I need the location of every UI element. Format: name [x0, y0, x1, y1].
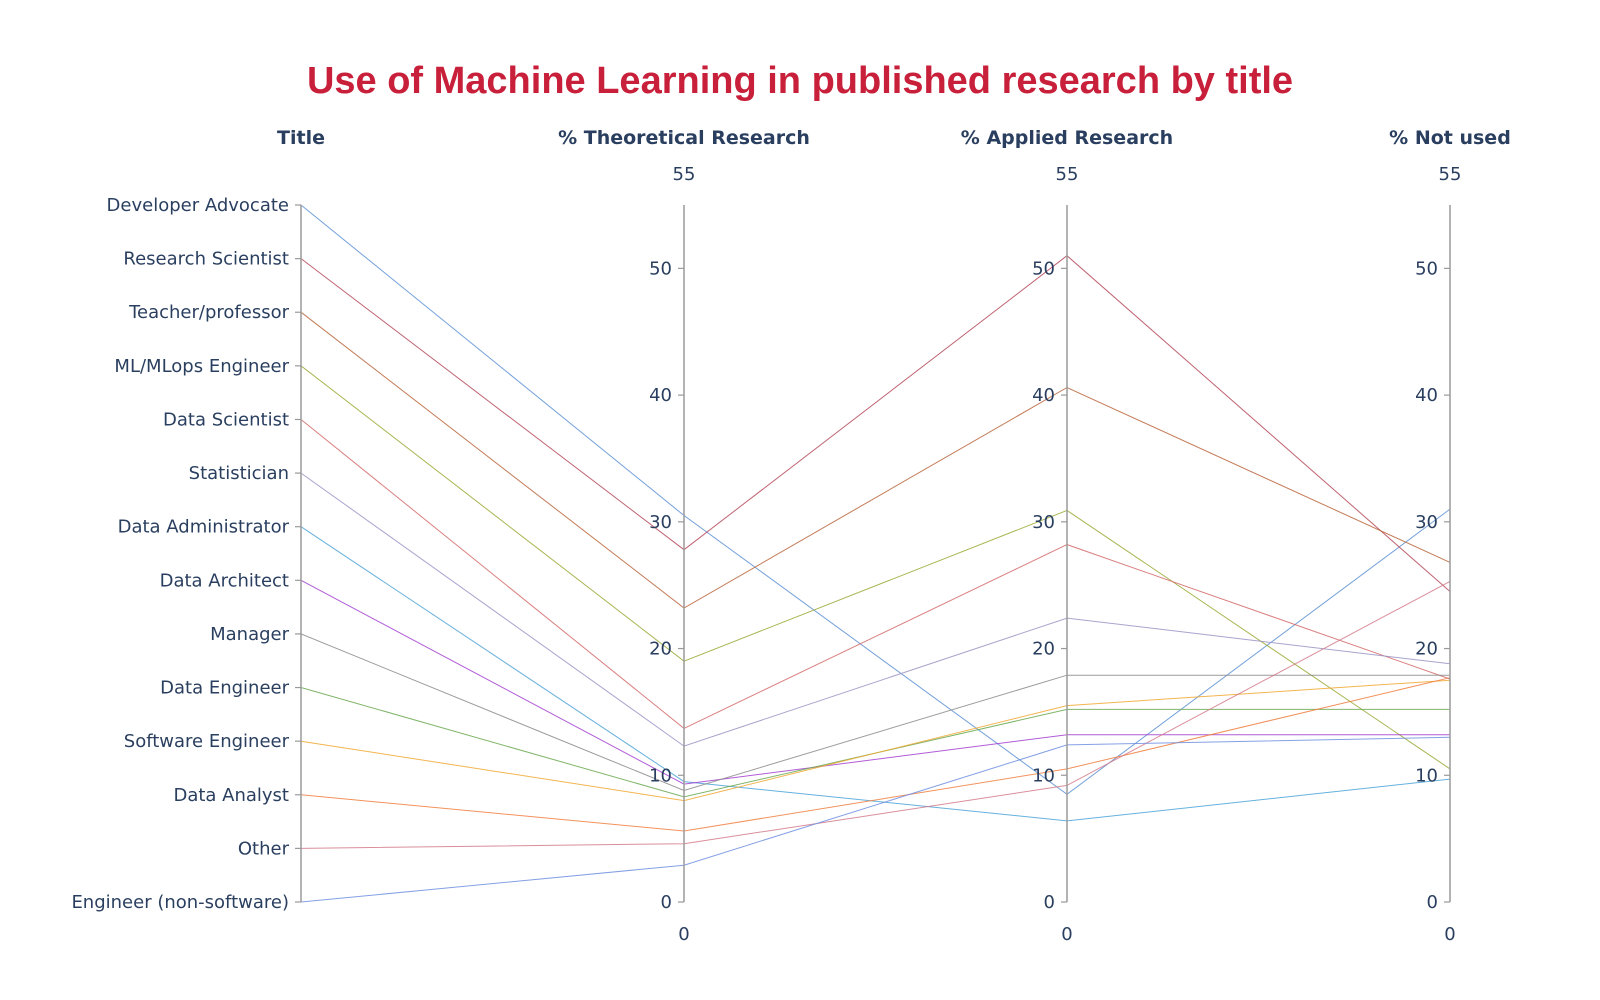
range-max-label: 55 — [673, 164, 696, 185]
category-label: Software Engineer — [124, 731, 290, 752]
axes: Title Developer Advocate Research Scientis… — [71, 127, 1510, 945]
series-line-statistician — [300, 472, 1451, 747]
series-line-manager — [300, 633, 1450, 792]
category-label: Data Scientist — [163, 409, 289, 430]
tick-label: 10 — [649, 765, 672, 786]
range-min-label: 0 — [1061, 924, 1072, 945]
category-label: Data Analyst — [173, 785, 289, 806]
category-label: Engineer (non-software) — [71, 892, 289, 913]
axis-title: % Theoretical Research — [558, 127, 810, 149]
series-line-developer-advocate — [300, 204, 1451, 795]
tick-label: 30 — [1032, 512, 1055, 533]
category-label: Teacher/professor — [128, 302, 290, 323]
axis-applied: % Applied Research 0 10 20 30 40 50 55 0 — [961, 127, 1173, 945]
tick-label: 20 — [649, 639, 672, 660]
range-min-label: 0 — [678, 924, 689, 945]
series-line-data-architect — [300, 579, 1450, 785]
tick-label: 30 — [649, 512, 672, 533]
range-min-label: 0 — [1444, 924, 1455, 945]
tick-label: 20 — [1415, 639, 1438, 660]
range-max-label: 55 — [1056, 164, 1079, 185]
tick-label: 10 — [1032, 765, 1055, 786]
category-label: Other — [238, 838, 290, 859]
axis-not_used: % Not used 0 10 20 30 40 50 55 0 — [1389, 127, 1511, 945]
category-label: Data Architect — [160, 570, 289, 591]
range-max-label: 55 — [1439, 164, 1462, 185]
tick-label: 50 — [1415, 258, 1438, 279]
series-line-engineer-non-software — [300, 736, 1451, 903]
axis-title: Title Developer Advocate Research Scientis… — [71, 127, 325, 913]
tick-label: 20 — [1032, 639, 1055, 660]
tick-label: 50 — [1032, 258, 1055, 279]
category-label: Data Engineer — [160, 678, 289, 699]
series-line-ml-mlops-engineer — [300, 365, 1451, 770]
category-label: Research Scientist — [123, 249, 289, 270]
tick-label: 0 — [661, 892, 672, 913]
series-line-other — [300, 580, 1451, 849]
tick-label: 10 — [1415, 765, 1438, 786]
axis-theoretical: % Theoretical Research 0 10 20 30 40 50 55 0 — [558, 127, 810, 945]
axis-title: % Not used — [1389, 127, 1511, 149]
category-label: Data Administrator — [118, 517, 290, 538]
series-lines — [300, 204, 1451, 903]
series-line-data-analyst — [300, 677, 1451, 832]
axis-title: Title — [277, 127, 325, 149]
tick-label: 30 — [1415, 512, 1438, 533]
tick-label: 40 — [1415, 385, 1438, 406]
tick-label: 40 — [1032, 385, 1055, 406]
series-line-data-scientist — [300, 419, 1451, 729]
series-line-software-engineer — [300, 679, 1451, 802]
series-line-teacher-professor — [300, 311, 1451, 609]
tick-label: 0 — [1427, 892, 1438, 913]
tick-label: 50 — [649, 258, 672, 279]
category-label: Statistician — [189, 463, 289, 484]
series-line-data-administrator — [300, 526, 1451, 822]
category-label: Developer Advocate — [107, 195, 289, 216]
category-label: Manager — [210, 624, 289, 645]
category-label: ML/MLops Engineer — [114, 356, 289, 377]
axis-title: % Applied Research — [961, 127, 1173, 149]
tick-label: 40 — [649, 385, 672, 406]
series-line-research-scientist — [300, 255, 1451, 592]
chart-title: Use of Machine Learning in published res… — [306, 60, 1294, 102]
tick-label: 0 — [1044, 892, 1055, 913]
